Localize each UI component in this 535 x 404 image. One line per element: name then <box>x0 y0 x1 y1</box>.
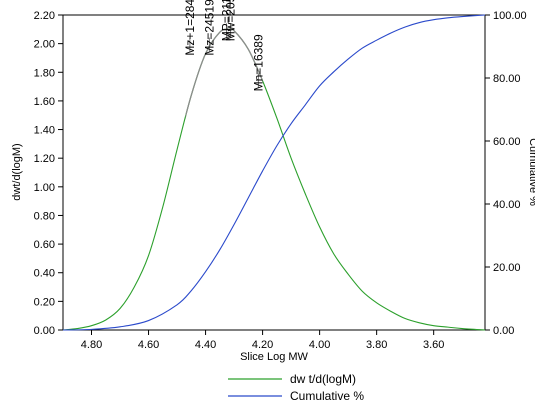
x-tick-label: 4.00 <box>309 339 330 351</box>
annotation-label: Mn=16389 <box>251 34 265 91</box>
series-line-dwt <box>62 28 486 331</box>
y-left-tick-label: 1.80 <box>34 67 55 79</box>
y-left-tick-label: 1.00 <box>34 182 55 194</box>
x-tick-label: 3.60 <box>423 339 444 351</box>
y-right-tick-label: 20.00 <box>493 262 521 274</box>
series-line-cumulative <box>62 14 486 331</box>
y-left-axis-ticks: 0.00 0.20 0.40 0.60 0.80 1.00 1.20 1.40 1.60 1.80… <box>34 10 63 337</box>
y-left-tick-label: 0.60 <box>34 239 55 251</box>
x-axis-title: Slice Log MW <box>240 351 308 363</box>
series-line-dwt-highlight <box>185 28 263 119</box>
legend-label-cumulative: Cumulative % <box>290 389 364 403</box>
y-left-tick-label: 1.40 <box>34 125 55 137</box>
y-left-tick-label: 0.00 <box>34 325 55 337</box>
y-left-tick-label: 1.60 <box>34 96 55 108</box>
y-left-axis-title: dwt/d(logM) <box>11 143 23 200</box>
y-left-tick-label: 0.40 <box>34 268 55 280</box>
y-left-tick-label: 2.00 <box>34 39 55 51</box>
y-right-tick-label: 40.00 <box>493 199 521 211</box>
annotation-label: Mw=20518 <box>224 0 238 41</box>
x-tick-label: 4.60 <box>138 339 159 351</box>
y-right-tick-label: 0.00 <box>493 325 514 337</box>
x-tick-label: 4.40 <box>195 339 216 351</box>
y-left-tick-label: 1.20 <box>34 153 55 165</box>
y-left-tick-label: 0.80 <box>34 210 55 222</box>
y-right-axis-ticks: 0.00 20.00 40.00 60.00 80.00 100.00 <box>485 10 527 337</box>
series-layer <box>62 14 486 331</box>
y-right-tick-label: 60.00 <box>493 136 521 148</box>
plot-area-frame <box>62 14 486 331</box>
y-right-tick-label: 100.00 <box>493 10 527 22</box>
annotation-label: MP=21196 <box>220 0 234 41</box>
y-right-axis-title: Cumulative % <box>527 138 535 206</box>
x-tick-label: 4.20 <box>252 339 273 351</box>
legend-label-dwt: dw t/d(logM) <box>290 372 356 386</box>
x-tick-label: 3.80 <box>366 339 387 351</box>
y-right-tick-label: 80.00 <box>493 73 521 85</box>
legend: dw t/d(logM) Cumulative % <box>228 372 364 403</box>
x-axis-ticks: 4.80 4.60 4.40 4.20 4.00 3.80 3.60 <box>81 330 444 351</box>
x-tick-label: 4.80 <box>81 339 102 351</box>
annotation-label: Mz=24519 <box>202 0 216 56</box>
y-left-tick-label: 2.20 <box>34 10 55 22</box>
annotation-label: Mz+1=28453 <box>183 0 197 56</box>
y-left-tick-label: 0.20 <box>34 296 55 308</box>
